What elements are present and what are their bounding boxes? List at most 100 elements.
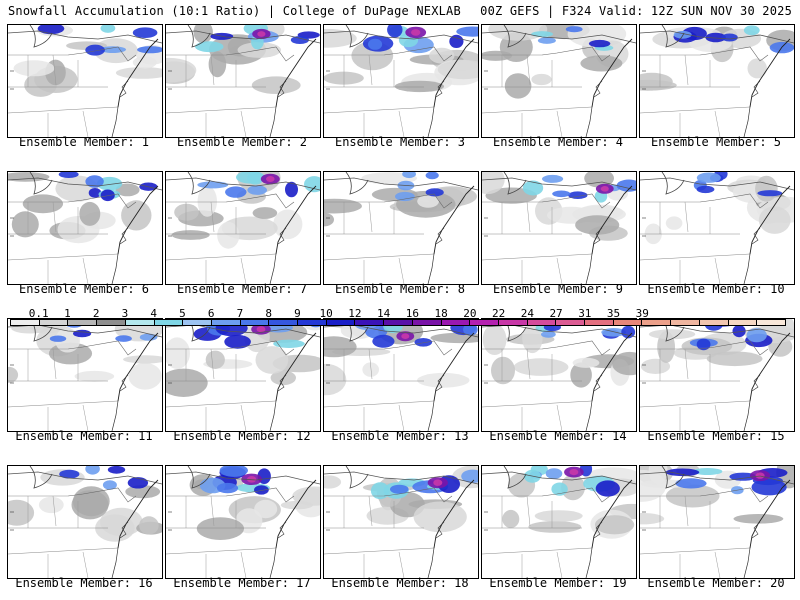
ensemble-member-map — [323, 171, 479, 285]
ensemble-member-label: Ensemble Member: 18 — [331, 576, 469, 590]
colorbar-swatch — [671, 320, 700, 325]
ensemble-member-label: Ensemble Member: 10 — [647, 282, 785, 296]
ensemble-member-label: Ensemble Member: 13 — [331, 429, 469, 443]
ensemble-member-map — [7, 318, 163, 432]
ensemble-member-label: Ensemble Member: 7 — [176, 282, 308, 296]
colorbar-tick-label: 4 — [150, 307, 158, 320]
ensemble-member-map — [481, 24, 637, 138]
ensemble-member-map — [323, 24, 479, 138]
colorbar-swatch — [355, 320, 385, 325]
colorbar-tick-label: 24 — [520, 307, 534, 320]
colorbar-swatch — [39, 320, 69, 325]
colorbar-tick-label: 1 — [64, 307, 71, 320]
snowfall-map — [324, 25, 478, 137]
colorbar-swatch — [556, 320, 586, 325]
colorbar-swatch — [498, 320, 528, 325]
colorbar-tick-label: 10 — [319, 307, 333, 320]
colorbar-tick-label: 5 — [179, 307, 186, 320]
ensemble-member-map — [165, 318, 321, 432]
snowfall-map — [482, 466, 636, 578]
colorbar-swatch — [470, 320, 499, 325]
ensemble-member-map — [165, 24, 321, 138]
ensemble-member-map — [7, 465, 163, 579]
colorbar-tick-label: 22 — [491, 307, 506, 320]
snowfall-map — [324, 172, 478, 284]
colorbar-swatch — [326, 320, 356, 325]
colorbar-swatch — [97, 320, 126, 325]
ensemble-member-label: Ensemble Member: 16 — [15, 576, 153, 590]
ensemble-member-label: Ensemble Member: 17 — [173, 576, 311, 590]
snowfall-map — [166, 466, 320, 578]
snowfall-map — [482, 25, 636, 137]
colorbar-swatch — [527, 320, 557, 325]
colorbar-swatch — [240, 320, 270, 325]
ensemble-member-label: Ensemble Member: 11 — [15, 429, 153, 443]
colorbar-tick-label: 9 — [294, 307, 301, 320]
snowfall-map — [8, 319, 162, 431]
ensemble-member-map — [481, 171, 637, 285]
colorbar-tick-label: 18 — [434, 307, 448, 320]
colorbar-tick-label: 3 — [121, 307, 129, 320]
colorbar-swatch — [211, 320, 241, 325]
ensemble-member-map — [639, 465, 795, 579]
ensemble-member-label: Ensemble Member: 3 — [334, 135, 466, 149]
ensemble-member-label: Ensemble Member: 14 — [489, 429, 627, 443]
ensemble-member-label: Ensemble Member: 5 — [650, 135, 782, 149]
colorbar-swatch — [412, 320, 442, 325]
snowfall-map — [166, 25, 320, 137]
colorbar-tick-label: 27 — [549, 307, 563, 320]
snowfall-map — [8, 25, 162, 137]
ensemble-member-label: Ensemble Member: 6 — [18, 282, 150, 296]
colorbar-tick-label: 6 — [207, 307, 215, 320]
colorbar-swatch — [269, 320, 299, 325]
ensemble-member-label: Ensemble Member: 4 — [492, 135, 624, 149]
ensemble-member-label: Ensemble Member: 12 — [173, 429, 311, 443]
snowfall-map — [324, 466, 478, 578]
ensemble-member-map — [639, 24, 795, 138]
colorbar-swatch — [298, 320, 327, 325]
model-valid-time: 00Z GEFS | F324 Valid: 12Z SUN NOV 30 20… — [480, 4, 792, 18]
snowfall-map — [166, 319, 320, 431]
snowfall-map — [640, 466, 794, 578]
colorbar-swatch — [384, 320, 413, 325]
ensemble-member-label: Ensemble Member: 15 — [647, 429, 785, 443]
colorbar-tick-label: 39 — [635, 307, 649, 320]
snowfall-map — [8, 466, 162, 578]
ensemble-member-map — [481, 465, 637, 579]
ensemble-member-map — [481, 318, 637, 432]
map-title: Snowfall Accumulation (10:1 Ratio) | Col… — [8, 4, 461, 18]
ensemble-member-label: Ensemble Member: 20 — [647, 576, 785, 590]
ensemble-member-label: Ensemble Member: 9 — [492, 282, 624, 296]
ensemble-member-label: Ensemble Member: 8 — [334, 282, 466, 296]
ensemble-member-label: Ensemble Member: 2 — [176, 135, 308, 149]
colorbar-tick-label: 16 — [405, 307, 419, 320]
snowfall-map — [640, 319, 794, 431]
ensemble-member-map — [639, 318, 795, 432]
ensemble-member-map — [165, 171, 321, 285]
colorbar-swatch — [757, 320, 785, 325]
snowfall-map — [640, 25, 794, 137]
ensemble-member-map — [323, 318, 479, 432]
colorbar-tick-label: 8 — [265, 307, 272, 320]
colorbar-swatch — [728, 320, 758, 325]
colorbar-swatch — [154, 320, 184, 325]
colorbar-swatch — [441, 320, 471, 325]
ensemble-member-map — [165, 465, 321, 579]
ensemble-member-label: Ensemble Member: 19 — [489, 576, 627, 590]
ensemble-member-map — [639, 171, 795, 285]
ensemble-member-label: Ensemble Member: 1 — [18, 135, 150, 149]
colorbar-swatch — [699, 320, 729, 325]
colorbar-tick-label: 20 — [463, 307, 477, 320]
colorbar-tick-label: 2 — [92, 307, 100, 320]
colorbar-swatch — [183, 320, 212, 325]
colorbar-swatch — [125, 320, 155, 325]
snowfall-map — [8, 172, 162, 284]
ensemble-member-map — [7, 171, 163, 285]
snowfall-map — [482, 172, 636, 284]
colorbar-tick-labels: 0.1 1 2 3 4 5 6 7 8 9 10 12 14 16 18 20 22 24 27 31 35 39 — [10, 307, 786, 320]
snowfall-map — [324, 319, 478, 431]
colorbar-swatch — [642, 320, 672, 325]
colorbar-tick-label: 12 — [348, 307, 362, 320]
colorbar-tick-label: 7 — [236, 307, 244, 320]
colorbar-swatch — [585, 320, 614, 325]
